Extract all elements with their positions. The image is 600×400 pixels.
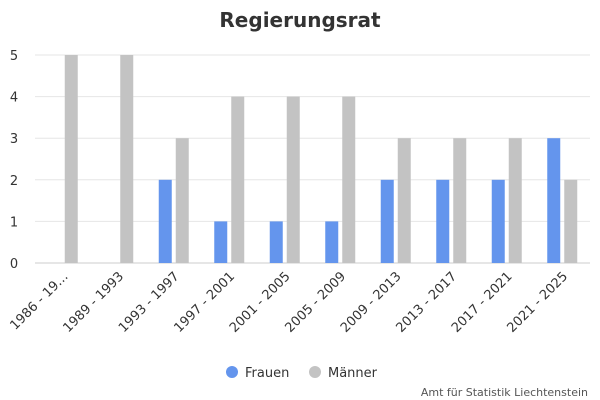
bar-maenner-9[interactable] — [508, 138, 522, 263]
bar-maenner-6[interactable] — [342, 96, 356, 263]
grid-lines — [35, 54, 590, 264]
bar-frauen-3[interactable] — [158, 179, 172, 263]
chart-title: Regierungsrat — [219, 8, 381, 32]
bar-maenner-7[interactable] — [397, 138, 411, 263]
bar-maenner-2[interactable] — [120, 55, 134, 263]
y-tick-label: 2 — [10, 174, 18, 189]
legend-label-maenner: Männer — [328, 366, 378, 381]
legend-marker-frauen — [226, 366, 238, 378]
legend-marker-maenner — [309, 366, 321, 378]
bar-frauen-7[interactable] — [380, 179, 394, 263]
bar-frauen-8[interactable] — [436, 179, 450, 263]
bar-maenner-10[interactable] — [564, 179, 578, 263]
legend: Frauen Männer — [226, 366, 378, 381]
bar-maenner-5[interactable] — [286, 96, 300, 263]
bar-frauen-4[interactable] — [214, 221, 228, 263]
bar-maenner-3[interactable] — [175, 138, 189, 263]
bar-frauen-5[interactable] — [269, 221, 283, 263]
bar-maenner-8[interactable] — [453, 138, 467, 263]
y-tick-label: 4 — [10, 91, 18, 106]
bar-frauen-10[interactable] — [547, 138, 561, 263]
y-tick-label: 1 — [10, 215, 18, 230]
bar-maenner-1[interactable] — [64, 55, 78, 263]
bar-maenner-4[interactable] — [231, 96, 245, 263]
y-tick-label: 5 — [10, 49, 18, 64]
legend-item-frauen[interactable]: Frauen — [226, 366, 289, 381]
legend-item-maenner[interactable]: Männer — [309, 366, 378, 381]
y-axis: 0 1 2 3 4 5 — [10, 49, 18, 272]
y-tick-label: 0 — [10, 257, 18, 272]
bar-frauen-9[interactable] — [491, 179, 505, 263]
bars — [64, 55, 578, 263]
legend-label-frauen: Frauen — [245, 366, 289, 381]
y-tick-label: 3 — [10, 132, 18, 147]
credit-text: Amt für Statistik Liechtenstein — [421, 386, 588, 399]
bar-frauen-6[interactable] — [325, 221, 339, 263]
